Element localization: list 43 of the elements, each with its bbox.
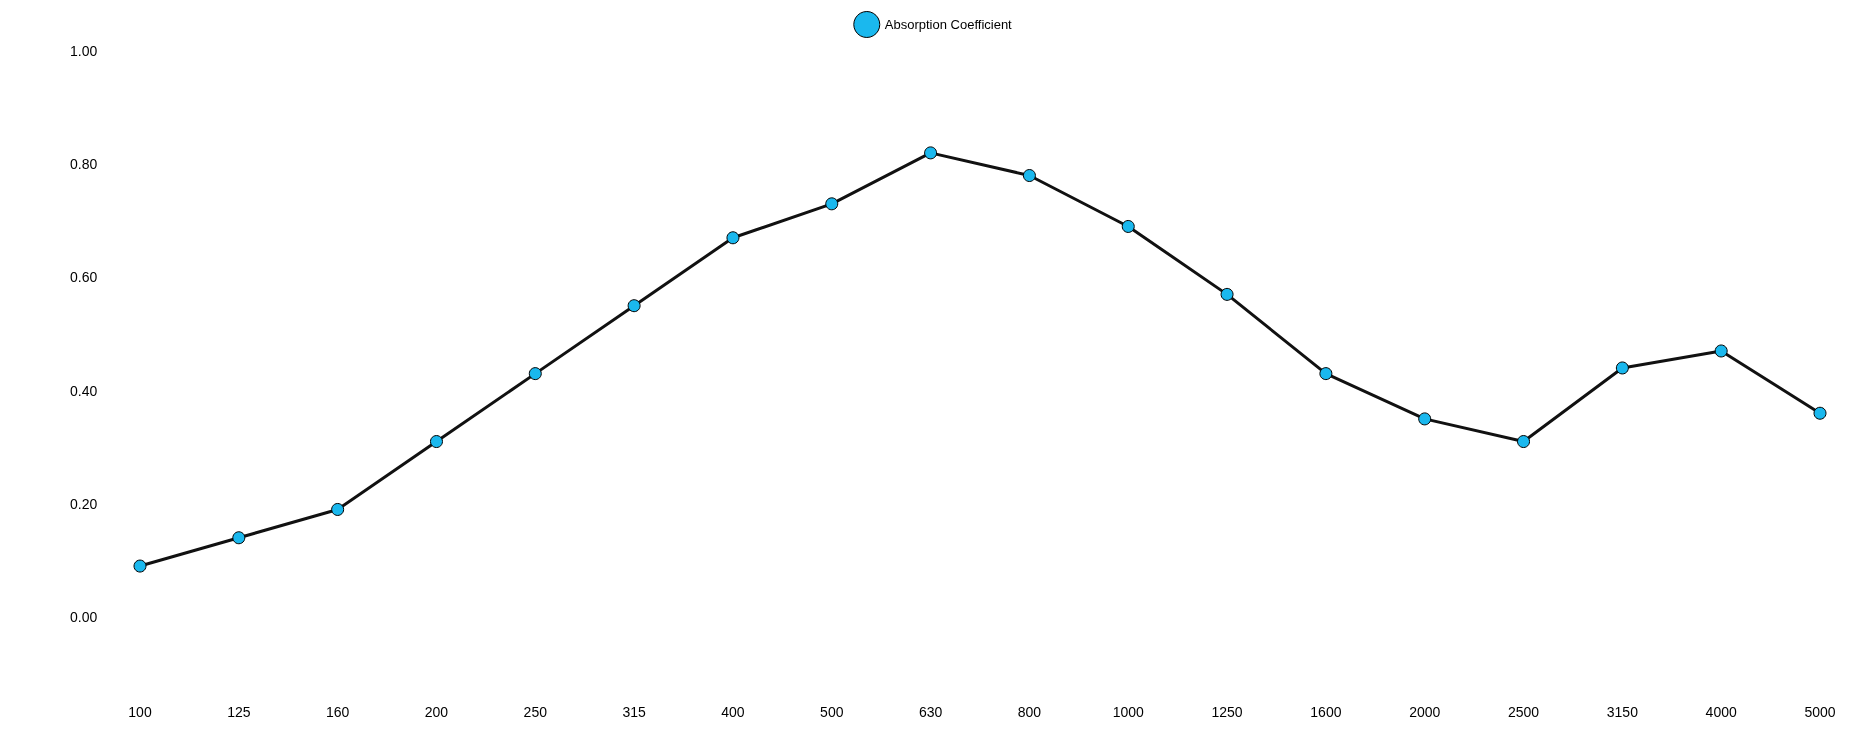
point [429,435,443,449]
x-tick-label: 100 [128,704,152,720]
x-tick-label: 2500 [1507,704,1540,720]
point [528,367,542,381]
x-tick-label: 800 [1017,704,1042,720]
x-tick-label: 5000 [1804,704,1836,720]
point [1615,361,1629,375]
point [232,531,246,545]
x-tick-label: 160 [325,704,350,720]
point [726,231,740,245]
x-tick-label: 200 [424,704,449,720]
y-tick-label: 0.20 [70,495,98,512]
y-tick-label: 1.00 [70,43,98,59]
x-tick-label: 630 [918,704,943,720]
point [1121,219,1135,233]
x-tick-label: 3150 [1606,704,1639,720]
x-tick-label: 315 [622,704,647,720]
x-tick-label: 400 [721,704,745,720]
legend-label: Absorption Coefficient [884,17,1013,32]
point [1714,344,1728,358]
point [1220,287,1234,301]
x-tick-label: 4000 [1705,704,1737,720]
x-tick-label: 250 [523,704,548,720]
x-tick-label: 2000 [1409,704,1441,720]
point [133,559,147,573]
y-tick-label: 0.60 [70,269,98,286]
point [1022,169,1036,183]
y-tick-label: 0.00 [70,609,98,625]
point [331,502,345,516]
point [1418,412,1432,426]
point [1813,406,1827,420]
point [924,146,938,160]
y-tick-label: 0.80 [70,156,98,173]
x-tick-label: 1250 [1211,704,1243,720]
x-tick-label: 1000 [1112,704,1145,720]
point [627,299,641,313]
point [1319,367,1333,381]
x-tick-label: 500 [820,704,844,720]
x-tick-label: 1600 [1310,704,1342,720]
y-tick-label: 0.40 [70,382,98,399]
point [825,197,839,211]
x-tick-label: 125 [227,704,251,720]
point [1517,435,1531,449]
